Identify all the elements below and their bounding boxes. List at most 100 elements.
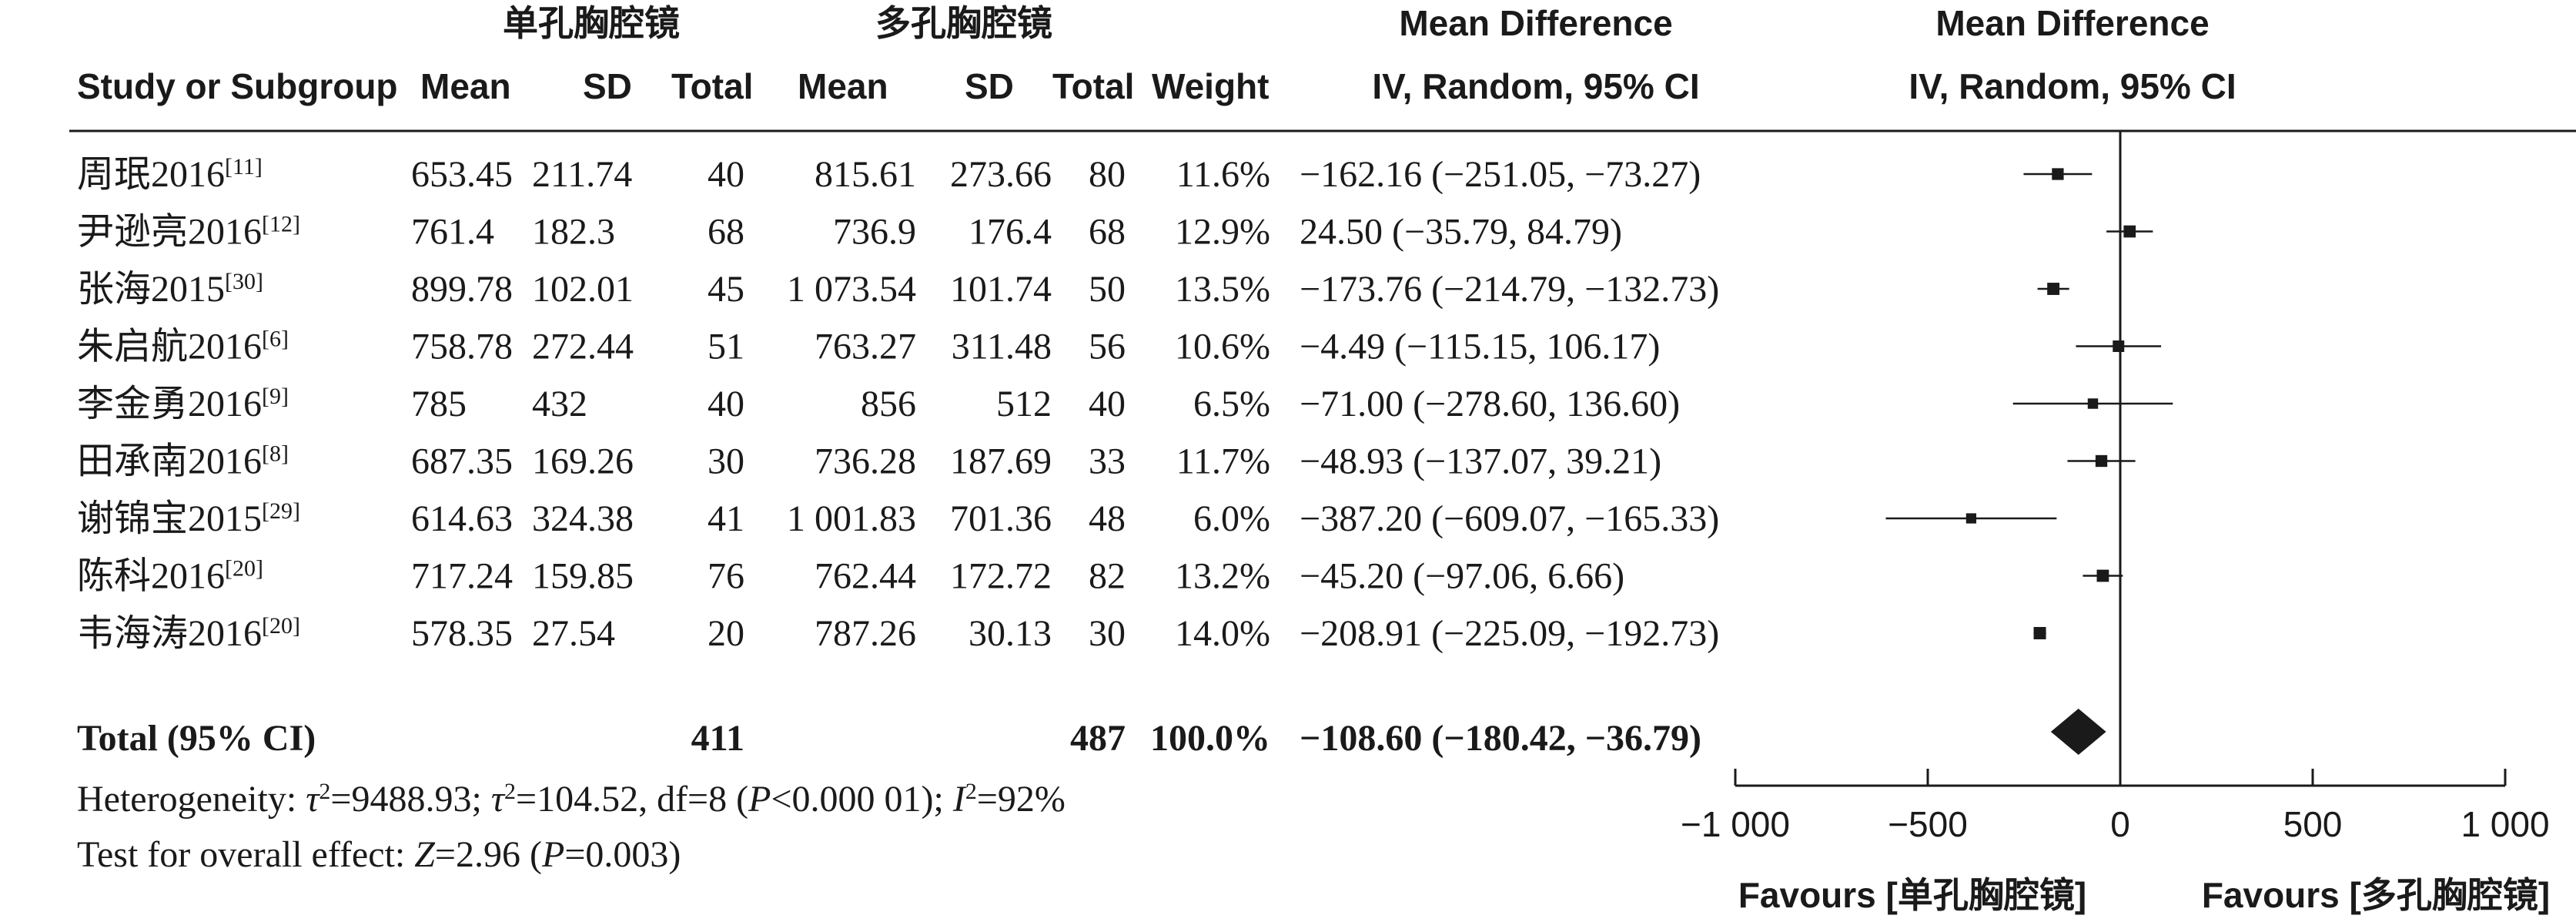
exp-mean: 899.78 bbox=[411, 269, 513, 310]
weight: 13.2% bbox=[1175, 556, 1270, 597]
plot-area: −1 000 −500 0 500 1 000 bbox=[1681, 131, 2550, 844]
ctl-total: 30 bbox=[1089, 613, 1126, 654]
exp-sd: 169.26 bbox=[532, 441, 634, 482]
effect-marker bbox=[2095, 454, 2108, 468]
ctl-total: 56 bbox=[1089, 327, 1126, 367]
table-row: 周珉2016[11] 653.45 211.74 40 815.61 273.66 80 11… bbox=[77, 154, 1701, 196]
col-header-ctl-sd: SD bbox=[965, 66, 1014, 106]
study-ref: [8] bbox=[262, 441, 289, 466]
exp-sd: 102.01 bbox=[532, 269, 634, 310]
exp-sd: 159.85 bbox=[532, 556, 634, 597]
pooled-diamond bbox=[2050, 709, 2106, 755]
study-name-text: 李金勇2016 bbox=[77, 384, 262, 424]
exp-total: 30 bbox=[708, 441, 744, 482]
effect-marker bbox=[1965, 513, 1977, 524]
effect-marker bbox=[2096, 569, 2109, 582]
study-ref: [20] bbox=[225, 555, 263, 581]
x-tick-label: 0 bbox=[2110, 804, 2130, 844]
ci-text: −71.00 (−278.60, 136.60) bbox=[1300, 384, 1680, 424]
study-name-text: 韦海涛2016 bbox=[77, 613, 262, 654]
ci-text: −208.91 (−225.09, −192.73) bbox=[1300, 613, 1719, 654]
study-ref: [30] bbox=[225, 269, 263, 294]
exp-mean: 717.24 bbox=[411, 556, 513, 597]
study-name: 谢锦宝2015[29] bbox=[77, 498, 300, 540]
exp-mean: 761.4 bbox=[411, 212, 494, 253]
ctl-total: 40 bbox=[1089, 384, 1126, 424]
weight: 6.0% bbox=[1193, 498, 1270, 539]
col-header-exp-total: Total bbox=[671, 66, 753, 106]
weight: 11.6% bbox=[1176, 154, 1270, 195]
weight: 6.5% bbox=[1193, 384, 1270, 424]
weight: 11.7% bbox=[1176, 441, 1270, 482]
overall-effect-text: Test for overall effect: Z=2.96 (P=0.003… bbox=[77, 834, 681, 875]
study-rows: 周珉2016[11] 653.45 211.74 40 815.61 273.66 80 11… bbox=[77, 154, 1719, 655]
exp-total: 51 bbox=[708, 327, 744, 367]
study-ref: [29] bbox=[262, 498, 300, 524]
table-row: 陈科2016[20] 717.24 159.85 76 762.44 172.72 82 13… bbox=[77, 555, 1624, 597]
ctl-total: 82 bbox=[1089, 556, 1126, 597]
exp-mean: 758.78 bbox=[411, 327, 513, 367]
effect-marker bbox=[2123, 225, 2136, 238]
group-label-experimental: 单孔胸腔镜 bbox=[503, 3, 680, 43]
ctl-mean: 1 001.83 bbox=[787, 498, 916, 539]
weight: 12.9% bbox=[1175, 212, 1270, 253]
study-name: 周珉2016[11] bbox=[77, 154, 263, 196]
table-row: 李金勇2016[9] 785 432 40 856 512 40 6.5% −71.00 (−2… bbox=[77, 384, 1680, 425]
exp-sd: 432 bbox=[532, 384, 587, 424]
study-name-text: 周珉2016 bbox=[77, 154, 225, 195]
col-header-ctl-total: Total bbox=[1052, 66, 1134, 106]
effect-marker bbox=[2052, 168, 2064, 180]
total-exp-total: 411 bbox=[691, 718, 744, 759]
ctl-mean: 763.27 bbox=[815, 327, 916, 367]
ctl-total: 48 bbox=[1089, 498, 1126, 539]
ctl-mean: 762.44 bbox=[815, 556, 916, 597]
study-name: 韦海涛2016[20] bbox=[77, 613, 300, 655]
col-header-exp-sd: SD bbox=[583, 66, 632, 106]
total-row: Total (95% CI) 411 487 100.0% −108.60 (−… bbox=[77, 718, 1701, 759]
total-label: Total (95% CI) bbox=[77, 718, 316, 759]
x-tick-label: −1 000 bbox=[1681, 804, 1790, 844]
ctl-mean: 787.26 bbox=[815, 613, 916, 654]
exp-total: 45 bbox=[708, 269, 744, 310]
exp-mean: 785 bbox=[411, 384, 467, 424]
ctl-sd: 172.72 bbox=[950, 556, 1052, 597]
x-tick-label: 500 bbox=[2283, 804, 2343, 844]
ctl-mean: 1 073.54 bbox=[787, 269, 916, 310]
ci-text: −162.16 (−251.05, −73.27) bbox=[1300, 154, 1701, 195]
exp-sd: 211.74 bbox=[532, 154, 632, 195]
total-ctl-total: 487 bbox=[1070, 718, 1126, 759]
favours-left: Favours [单孔胸腔镜] bbox=[1738, 875, 2086, 915]
ci-text: −387.20 (−609.07, −165.33) bbox=[1300, 498, 1719, 539]
group-label-control: 多孔胸腔镜 bbox=[875, 3, 1052, 43]
table-row: 张海2015[30] 899.78 102.01 45 1 073.54 101.74 50… bbox=[77, 269, 1719, 310]
col-header-study: Study or Subgroup bbox=[77, 66, 398, 106]
exp-sd: 27.54 bbox=[532, 613, 615, 654]
effect-marker bbox=[2047, 283, 2060, 295]
ctl-total: 80 bbox=[1089, 154, 1126, 195]
ctl-sd: 701.36 bbox=[950, 498, 1052, 539]
study-ref: [20] bbox=[262, 613, 300, 639]
exp-mean: 687.35 bbox=[411, 441, 513, 482]
table-row: 尹逊亮2016[12] 761.4 182.3 68 736.9 176.4 68 12.9%… bbox=[77, 211, 1622, 253]
effect-marker bbox=[2033, 627, 2046, 639]
exp-total: 40 bbox=[708, 384, 744, 424]
exp-total: 41 bbox=[708, 498, 744, 539]
total-ci-text: −108.60 (−180.42, −36.79) bbox=[1300, 718, 1701, 759]
study-name: 李金勇2016[9] bbox=[77, 384, 289, 425]
ctl-total: 50 bbox=[1089, 269, 1126, 310]
effect-marker bbox=[2087, 398, 2099, 409]
ci-text: −173.76 (−214.79, −132.73) bbox=[1300, 269, 1719, 310]
ctl-sd: 512 bbox=[996, 384, 1052, 424]
exp-sd: 182.3 bbox=[532, 212, 615, 253]
ci-text: −45.20 (−97.06, 6.66) bbox=[1300, 556, 1624, 597]
effect-marker bbox=[2113, 340, 2125, 352]
ci-text: −4.49 (−115.15, 106.17) bbox=[1300, 327, 1660, 367]
ctl-sd: 30.13 bbox=[969, 613, 1052, 654]
study-ref: [12] bbox=[262, 211, 300, 236]
exp-sd: 272.44 bbox=[532, 327, 634, 367]
ctl-sd: 273.66 bbox=[950, 154, 1052, 195]
weight: 10.6% bbox=[1175, 327, 1270, 367]
study-name-text: 陈科2016 bbox=[77, 556, 225, 597]
heterogeneity-text: Heterogeneity: τ2=9488.93; τ2=104.52, df… bbox=[77, 779, 1066, 820]
col-header-weight: Weight bbox=[1152, 66, 1269, 106]
